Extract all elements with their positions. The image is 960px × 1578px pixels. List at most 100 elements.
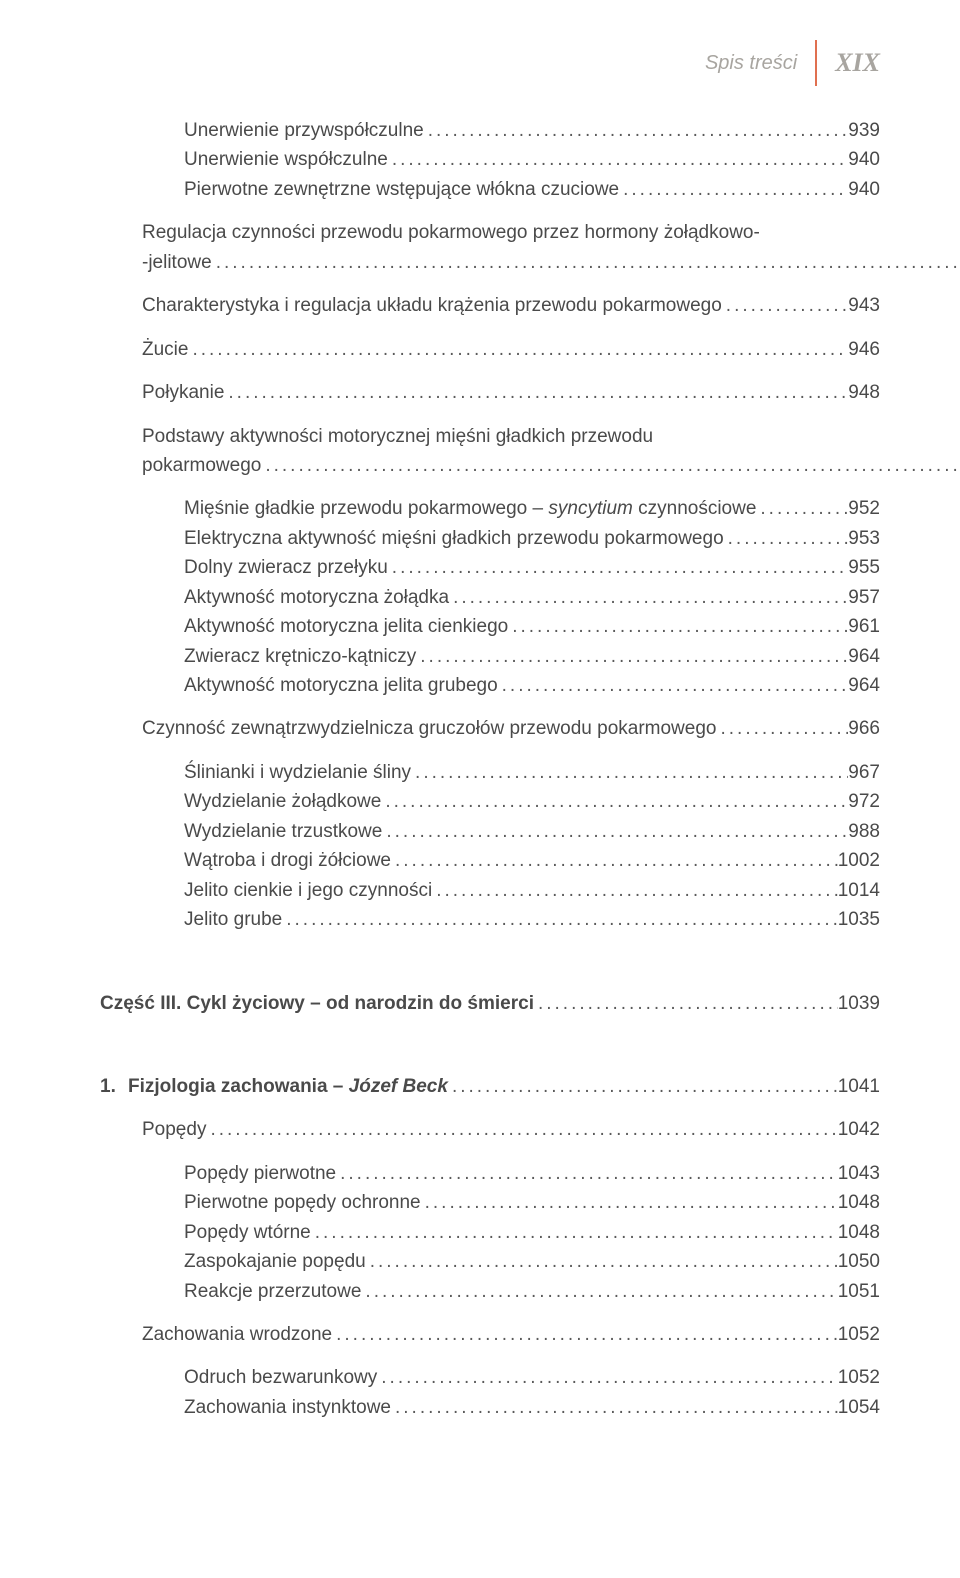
toc-dots xyxy=(332,1320,838,1349)
toc-entry: Żucie946 xyxy=(100,335,880,364)
toc-dots xyxy=(224,378,848,407)
toc-dots xyxy=(282,905,837,934)
toc-entry-multiline: Regulacja czynności przewodu pokarmowego… xyxy=(142,218,960,277)
toc-entry-label-text: Jelito cienkie i jego czynności xyxy=(184,880,432,901)
toc-dots xyxy=(206,1115,837,1144)
toc-entry-label-text: Pierwotne zewnętrzne wstępujące włókna c… xyxy=(184,179,619,200)
toc-entry-label-text: Unerwienie przywspółczulne xyxy=(184,120,424,141)
toc-dots xyxy=(724,524,849,553)
toc-dots xyxy=(534,989,838,1018)
toc-dots xyxy=(391,1393,838,1422)
toc-page-number: 957 xyxy=(848,583,880,612)
toc-entry-label-text: Wątroba i drogi żółciowe xyxy=(184,850,391,871)
toc-entry-last-line: -jelitowe942 xyxy=(142,248,960,277)
toc-entry: Pierwotne zewnętrzne wstępujące włókna c… xyxy=(100,175,880,204)
toc-entry: Wydzielanie żołądkowe 972 xyxy=(100,787,880,816)
toc-entry: 1.Fizjologia zachowania – Józef Beck1041 xyxy=(100,1072,880,1101)
toc-dots xyxy=(498,671,849,700)
toc-dots xyxy=(722,291,849,320)
toc-entry: Jelito cienkie i jego czynności1014 xyxy=(100,876,880,905)
toc-entry: Popędy wtórne1048 xyxy=(100,1218,880,1247)
toc-entry: Elektryczna aktywność mięśni gładkich pr… xyxy=(100,524,880,553)
toc-entry: Część III. Cykl życiowy – od narodzin do… xyxy=(100,989,880,1018)
toc-entry-label-text: Mięśnie gładkie przewodu pokarmowego – xyxy=(184,498,548,519)
header-divider xyxy=(815,40,817,86)
toc-entry: Pierwotne popędy ochronne1048 xyxy=(100,1188,880,1217)
toc-dots xyxy=(388,145,848,174)
toc-entry-label-text: Pierwotne popędy ochronne xyxy=(184,1192,421,1213)
toc-entry-label: Mięśnie gładkie przewodu pokarmowego – s… xyxy=(184,494,756,523)
toc-dots xyxy=(449,583,848,612)
toc-entry-label-text: Popędy pierwotne xyxy=(184,1163,336,1184)
toc-entry: Zachowania wrodzone1052 xyxy=(100,1320,880,1349)
header-page-number: XIX xyxy=(835,48,880,78)
toc-entry: Wątroba i drogi żółciowe1002 xyxy=(100,846,880,875)
toc-dots xyxy=(261,451,960,480)
toc-entry: Ślinianki i wydzielanie śliny967 xyxy=(100,758,880,787)
toc-entry-label-text: Czynność zewnątrzwydzielnicza gruczołów … xyxy=(142,718,716,739)
toc-entry-label-text: Część III. Cykl życiowy – od narodzin do… xyxy=(100,993,534,1014)
toc-entry-last-line: pokarmowego951 xyxy=(142,451,960,480)
toc-dots xyxy=(336,1159,838,1188)
toc-page-number: 940 xyxy=(848,145,880,174)
toc-page-number: 1042 xyxy=(838,1115,880,1144)
toc-dots xyxy=(366,1247,838,1276)
toc-entry-label: Część III. Cykl życiowy – od narodzin do… xyxy=(100,989,534,1018)
toc-entry-label: Wydzielanie żołądkowe xyxy=(184,787,381,816)
toc-entry-label-text: Jelito grube xyxy=(184,909,282,930)
toc-page-number: 953 xyxy=(848,524,880,553)
toc-entry-label: Pierwotne zewnętrzne wstępujące włókna c… xyxy=(184,175,619,204)
toc-page-number: 1039 xyxy=(838,989,880,1018)
toc-dots xyxy=(432,876,838,905)
toc-entry-label: Fizjologia zachowania – Józef Beck xyxy=(128,1072,448,1101)
toc-dots xyxy=(188,335,848,364)
toc-entry: Zaspokajanie popędu1050 xyxy=(100,1247,880,1276)
page: Spis treści XIX Unerwienie przywspółczul… xyxy=(0,0,960,1578)
toc-page-number: 939 xyxy=(848,116,880,145)
toc-entry-label: Zachowania instynktowe xyxy=(184,1393,391,1422)
toc-page-number: 961 xyxy=(848,612,880,641)
toc-dots xyxy=(212,248,960,277)
toc-entry: Jelito grube1035 xyxy=(100,905,880,934)
toc-dots xyxy=(391,846,838,875)
toc-page-number: 1051 xyxy=(838,1277,880,1306)
toc-entry-label-text: Popędy wtórne xyxy=(184,1222,311,1243)
toc-entry: Zachowania instynktowe1054 xyxy=(100,1393,880,1422)
toc-entry-label: Zachowania wrodzone xyxy=(142,1320,332,1349)
toc-page-number: 946 xyxy=(848,335,880,364)
toc-entry: Połykanie948 xyxy=(100,378,880,407)
toc-entry-label-text: Zachowania instynktowe xyxy=(184,1397,391,1418)
toc-entry-label-text: Zachowania wrodzone xyxy=(142,1324,332,1345)
toc-entry-label-text: Unerwienie współczulne xyxy=(184,149,388,170)
toc-page-number: 972 xyxy=(848,787,880,816)
toc-page-number: 964 xyxy=(848,642,880,671)
toc-entry-label: Jelito cienkie i jego czynności xyxy=(184,876,432,905)
toc-page-number: 943 xyxy=(848,291,880,320)
toc-entry-label: Unerwienie przywspółczulne xyxy=(184,116,424,145)
header-title: Spis treści xyxy=(705,52,797,75)
toc-entry: Odruch bezwarunkowy1052 xyxy=(100,1363,880,1392)
toc-entry-label: Połykanie xyxy=(142,378,224,407)
toc-entry-label: Aktywność motoryczna żołądka xyxy=(184,583,449,612)
toc-entry-label-italic: Józef Beck xyxy=(349,1076,448,1097)
toc-entry-label: Popędy xyxy=(142,1115,206,1144)
toc-dots xyxy=(411,758,848,787)
toc-entry: Popędy 1042 xyxy=(100,1115,880,1144)
toc-entry-label: Elektryczna aktywność mięśni gładkich pr… xyxy=(184,524,724,553)
toc-page-number: 966 xyxy=(848,714,880,743)
toc-entry-label: Charakterystyka i regulacja układu krąże… xyxy=(142,291,722,320)
toc-entry-label: pokarmowego xyxy=(142,451,261,480)
toc-entry: Aktywność motoryczna jelita cienkiego 961 xyxy=(100,612,880,641)
toc-dots xyxy=(382,817,848,846)
toc-entry-label: Ślinianki i wydzielanie śliny xyxy=(184,758,411,787)
toc-entry-label: Aktywność motoryczna jelita cienkiego xyxy=(184,612,508,641)
toc-entry-label-text: Ślinianki i wydzielanie śliny xyxy=(184,762,411,783)
toc-page-number: 988 xyxy=(848,817,880,846)
toc-entry-label: Jelito grube xyxy=(184,905,282,934)
toc-entry-label-text: Aktywność motoryczna jelita cienkiego xyxy=(184,616,508,637)
toc-dots xyxy=(381,787,848,816)
toc-entry: Dolny zwieracz przełyku955 xyxy=(100,553,880,582)
toc-entry-label: Odruch bezwarunkowy xyxy=(184,1363,377,1392)
toc-entry-label-line: Regulacja czynności przewodu pokarmowego… xyxy=(142,218,960,247)
toc-entry-label-text: Zwieracz krętniczo-kątniczy xyxy=(184,646,416,667)
